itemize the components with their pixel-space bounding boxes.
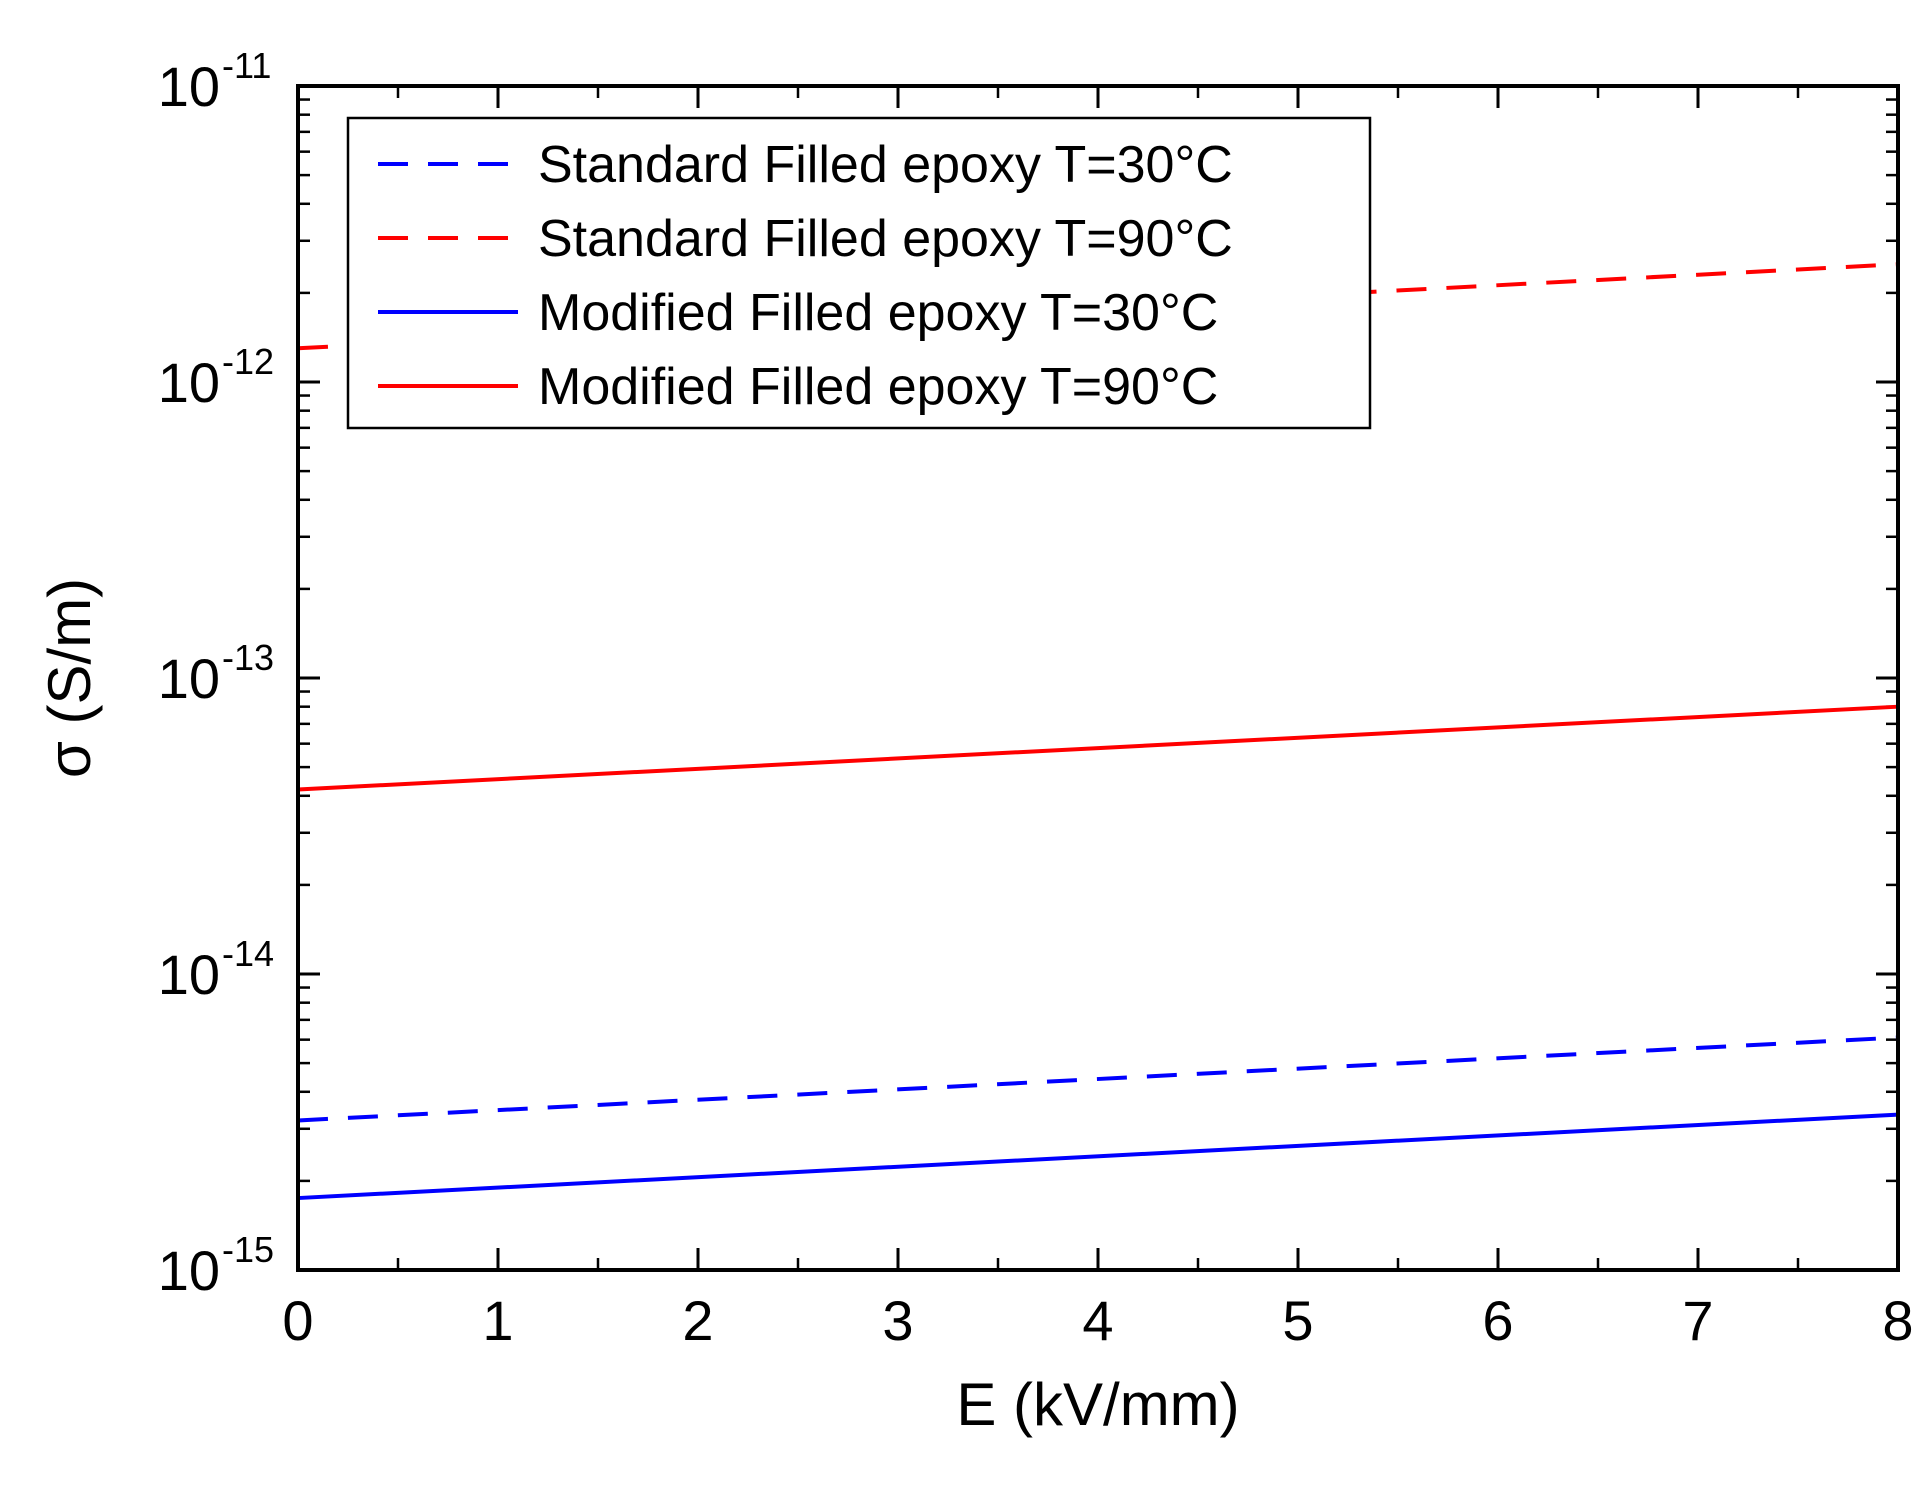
legend-label: Standard Filled epoxy T=30°C: [538, 136, 1233, 194]
y-tick-base: 10: [158, 943, 220, 1006]
x-tick-label: 4: [1082, 1289, 1113, 1352]
plot-frame: [296, 84, 1900, 1272]
y-tick-base: 10: [158, 1239, 220, 1302]
x-tick-label: 0: [282, 1289, 313, 1352]
x-tick-label: 3: [882, 1289, 913, 1352]
legend-label: Modified Filled epoxy T=30°C: [538, 284, 1218, 342]
y-tick-label: 10 -13: [158, 637, 274, 710]
y-axis-title: σ (S/m): [36, 578, 103, 778]
y-tick-exponent: -15: [222, 1229, 274, 1270]
x-tick-labels: 0 1 2 3 4 5 6 7 8: [282, 1289, 1913, 1352]
y-tick-base: 10: [158, 351, 220, 414]
legend-label: Modified Filled epoxy T=90°C: [538, 358, 1218, 416]
y-tick-exponent: -13: [222, 637, 274, 678]
y-tick-exponent: -12: [222, 341, 274, 382]
x-tick-label: 6: [1482, 1289, 1513, 1352]
y-tick-base: 10: [158, 647, 220, 710]
x-tick-label: 8: [1882, 1289, 1913, 1352]
x-axis-title: E (kV/mm): [956, 1371, 1239, 1438]
series-line: [297, 1112, 1899, 1201]
legend-box: [346, 116, 1372, 430]
x-tick-label: 5: [1282, 1289, 1313, 1352]
y-tick-label: 10 -12: [158, 341, 274, 414]
major-ticks: [296, 84, 1900, 1272]
legend: Standard Filled epoxy T=30°C Standard Fil…: [346, 116, 1372, 430]
y-tick-exponent: -14: [222, 933, 274, 974]
series-line: [297, 1035, 1899, 1123]
y-tick-label: 10 -11: [158, 45, 272, 118]
y-tick-base: 10: [158, 55, 220, 118]
y-tick-label: 10 -15: [158, 1229, 274, 1302]
series-line: [297, 704, 1899, 792]
x-tick-label: 1: [482, 1289, 513, 1352]
legend-label: Standard Filled epoxy T=90°C: [538, 210, 1233, 268]
y-tick-label: 10 -14: [158, 933, 274, 1006]
x-tick-label: 7: [1682, 1289, 1713, 1352]
y-tick-exponent: -11: [222, 45, 271, 86]
x-tick-label: 2: [682, 1289, 713, 1352]
